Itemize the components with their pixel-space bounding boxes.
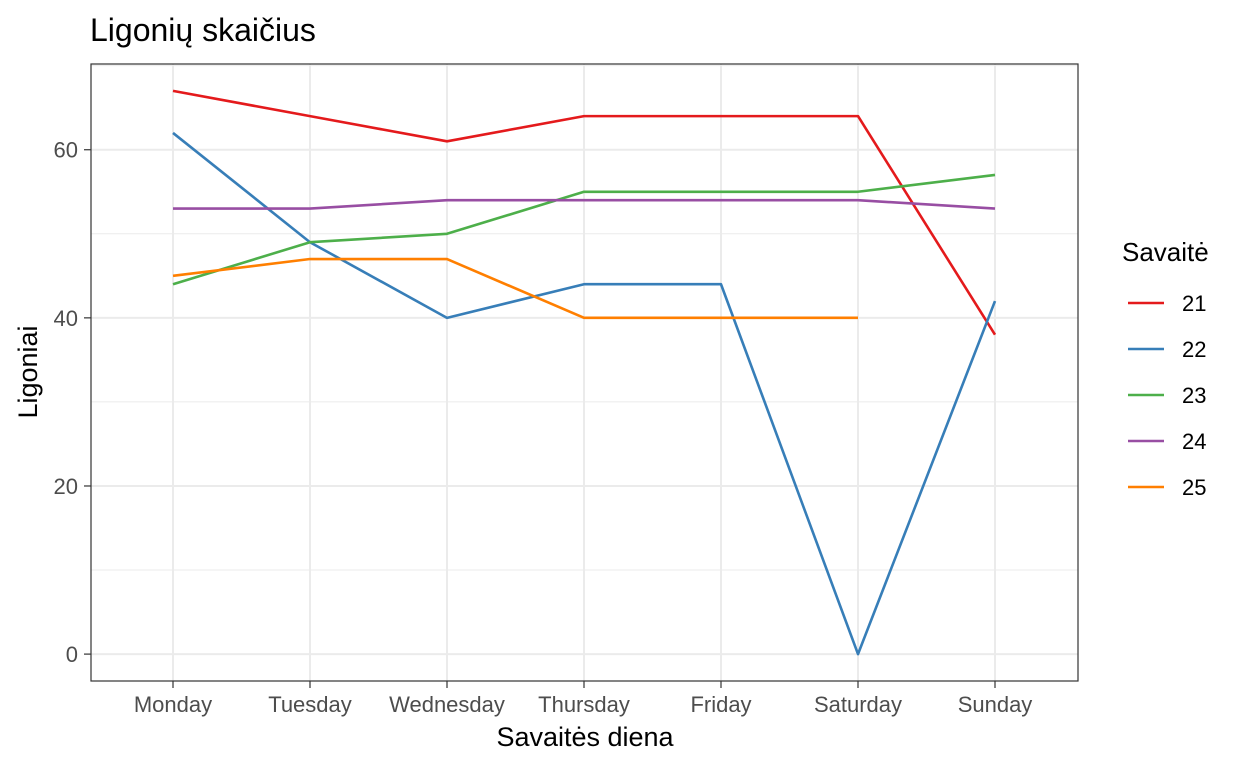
- legend-label: 22: [1182, 337, 1206, 362]
- legend-label: 21: [1182, 291, 1206, 316]
- y-axis-title: Ligoniai: [13, 325, 43, 418]
- x-tick-label: Friday: [690, 692, 751, 717]
- x-tick-label: Monday: [134, 692, 212, 717]
- series-line-25: [172, 257, 858, 320]
- series-line-24: [173, 198, 996, 210]
- legend-label: 25: [1182, 475, 1206, 500]
- y-tick-label: 0: [66, 642, 78, 667]
- legend-label: 24: [1182, 429, 1206, 454]
- y-tick-label: 20: [54, 474, 78, 499]
- legend: Savaitė 21 22 23 24 25: [1122, 237, 1209, 500]
- series-line-21: [172, 89, 997, 336]
- x-axis: Monday Tuesday Wednesday Thursday Friday Satu…: [134, 681, 1032, 717]
- legend-title: Savaitė: [1122, 237, 1209, 267]
- series-lines: [172, 89, 997, 656]
- chart-title: Ligonių skaičius: [90, 12, 316, 48]
- x-tick-label: Wednesday: [389, 692, 505, 717]
- x-axis-title: Savaitės diena: [496, 722, 674, 752]
- x-tick-label: Thursday: [538, 692, 630, 717]
- x-tick-label: Tuesday: [268, 692, 352, 717]
- y-tick-label: 40: [54, 306, 78, 331]
- legend-label: 23: [1182, 383, 1206, 408]
- x-tick-label: Sunday: [958, 692, 1033, 717]
- major-gridlines: [91, 64, 1078, 681]
- y-tick-label: 60: [54, 138, 78, 163]
- series-line-23: [172, 173, 996, 286]
- x-tick-label: Saturday: [814, 692, 902, 717]
- y-axis: 0 20 40 60: [54, 138, 91, 667]
